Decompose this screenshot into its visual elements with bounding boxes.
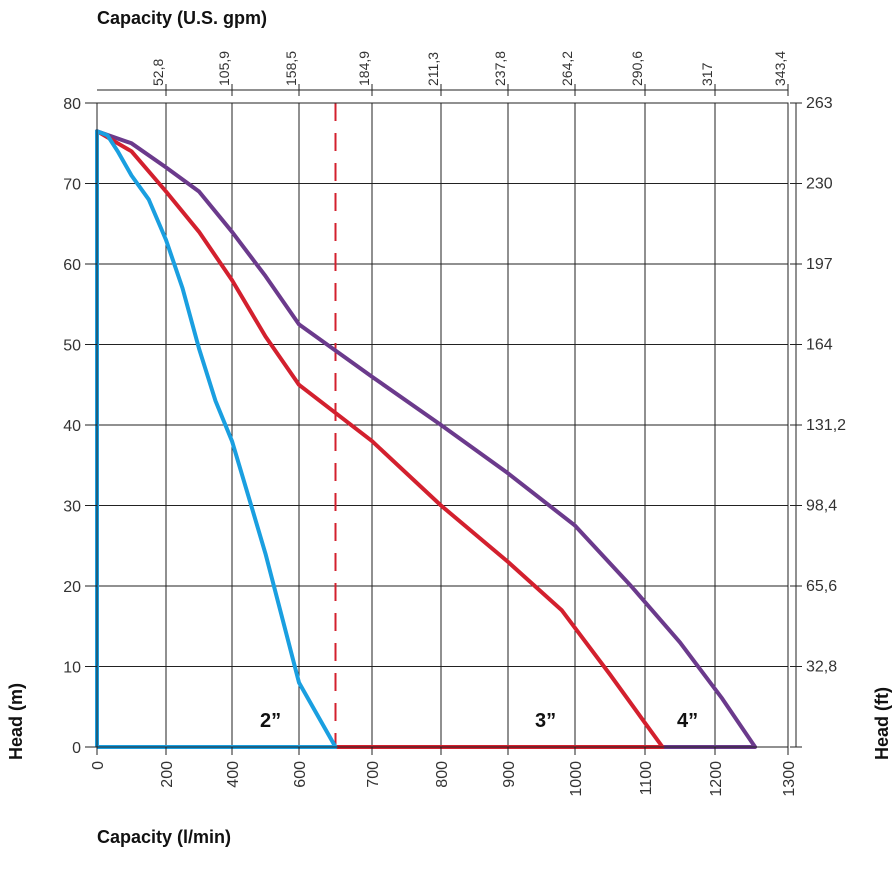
x-tick-label: 1100 (638, 761, 655, 796)
y-tick-label: 40 (63, 418, 81, 435)
top-x-tick-label: 343,4 (772, 51, 788, 86)
right-y-axis-title: Head (ft) (872, 687, 892, 760)
y-tick-label: 30 (63, 499, 81, 516)
series-line (95, 129, 338, 749)
y-tick-label: 70 (63, 177, 81, 194)
top-x-tick-label: 317 (699, 62, 715, 86)
y-axis-title: Head (m) (6, 683, 26, 760)
series-labels: 2” 3” 4” (260, 710, 698, 732)
right-y-tick-label: 197 (806, 256, 833, 273)
series-label: 3” (535, 710, 556, 732)
top-x-axis-title: Capacity (U.S. gpm) (97, 8, 267, 28)
x-tick-label: 900 (501, 761, 518, 788)
right-y-tick-label: 98,4 (806, 498, 837, 515)
top-x-tick-label: 211,3 (425, 52, 441, 86)
series-label: 4” (677, 710, 698, 732)
x-tick-label: 1200 (708, 761, 725, 797)
right-y-tick-label: 131,2 (806, 417, 846, 434)
series-group (95, 129, 758, 749)
y-tick-label: 60 (63, 257, 81, 274)
top-x-tick-label: 105,9 (216, 51, 232, 86)
series-label: 2” (260, 710, 281, 732)
right-y-tick-label: 65,6 (806, 578, 837, 595)
x-tick-label: 1000 (568, 761, 585, 797)
top-x-tick-label: 264,2 (559, 51, 575, 86)
x-tick-label: 200 (159, 761, 176, 788)
right-y-tick-label: 263 (806, 95, 833, 112)
y-tick-label: 20 (63, 579, 81, 596)
y-tick-label: 0 (72, 740, 81, 757)
series-line (95, 129, 758, 749)
x-tick-label: 800 (434, 761, 451, 788)
right-y-tick-label: 32,8 (806, 659, 837, 676)
top-x-tick-label: 290,6 (629, 51, 645, 86)
x-axis-ticks: 0 200 400 600 700 800 900 1000 1100 1200 1300 (90, 747, 798, 797)
y-axis-ticks: 0 10 20 30 40 50 60 70 80 (63, 96, 97, 757)
right-y-axis-ticks: 32,8 65,6 98,4 131,2 164 197 230 263 (790, 95, 846, 748)
y-tick-label: 80 (63, 96, 81, 113)
x-tick-label: 0 (90, 761, 107, 770)
top-x-tick-label: 158,5 (283, 51, 299, 86)
right-y-tick-label: 230 (806, 176, 833, 193)
y-tick-label: 50 (63, 338, 81, 355)
x-tick-label: 600 (292, 761, 309, 788)
x-axis-title: Capacity (l/min) (97, 827, 231, 847)
top-x-tick-label: 184,9 (356, 51, 372, 86)
top-x-tick-label: 237,8 (492, 51, 508, 86)
top-x-axis-ticks: 52,8 105,9 158,5 184,9 211,3 237,8 264,2 290,6 3… (97, 51, 789, 96)
top-x-tick-label: 52,8 (150, 59, 166, 86)
series-line (95, 129, 665, 749)
y-tick-label: 10 (63, 660, 81, 677)
right-y-tick-label: 164 (806, 337, 833, 354)
x-tick-label: 700 (365, 761, 382, 788)
x-tick-label: 400 (225, 761, 242, 788)
x-tick-label: 1300 (781, 761, 798, 797)
